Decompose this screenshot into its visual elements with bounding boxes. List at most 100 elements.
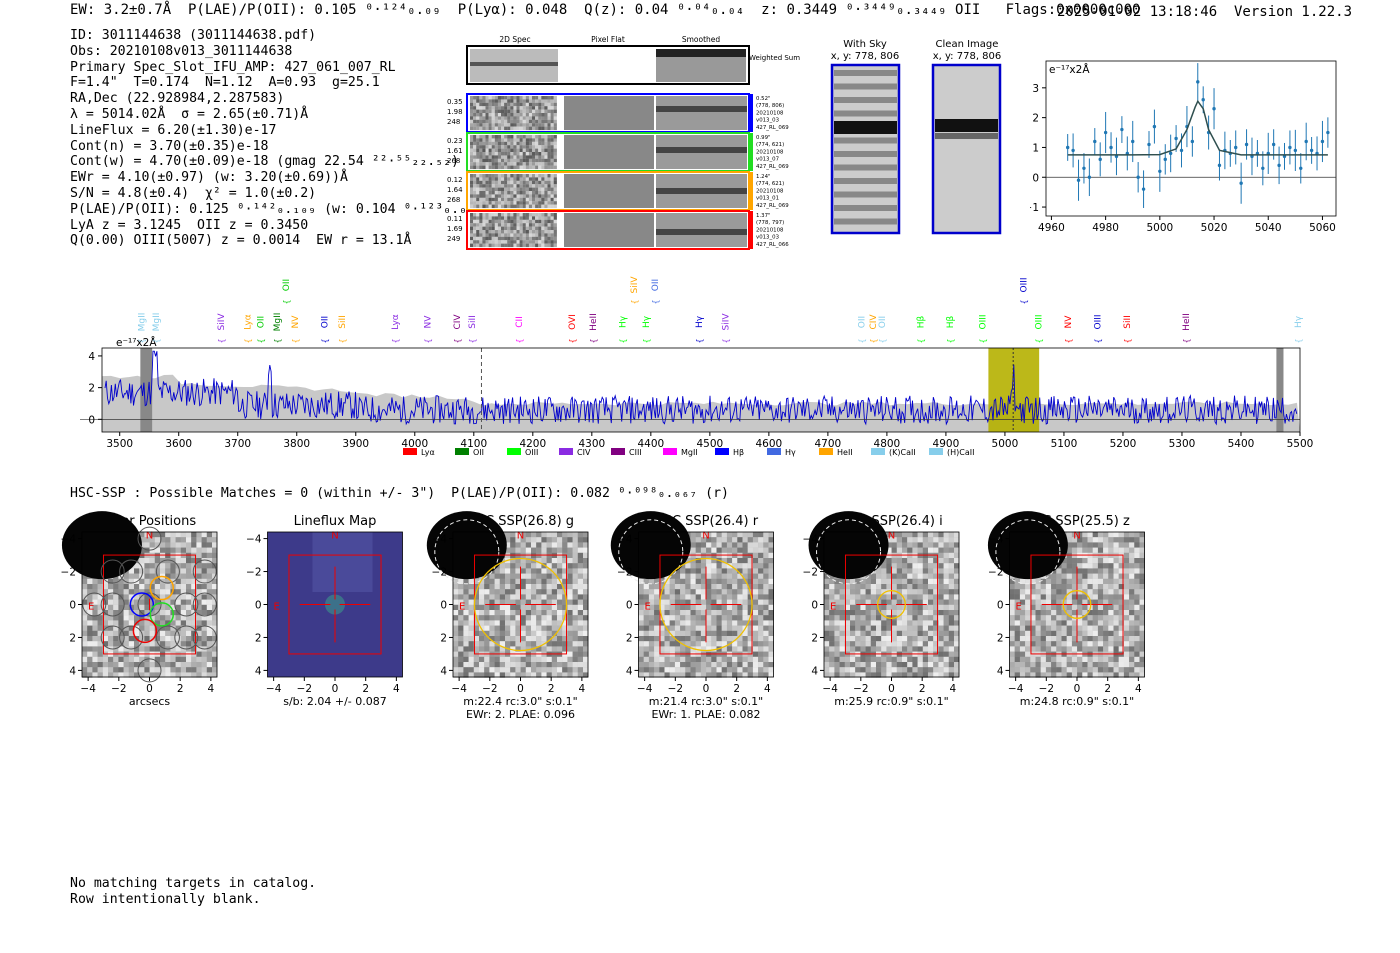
panel-pixel (510, 672, 516, 678)
panel-pixel (1061, 584, 1067, 590)
cutout-pixel (476, 162, 480, 166)
panel-pixel (494, 578, 500, 585)
panel-pixel (494, 604, 500, 611)
panel-pixel (196, 630, 202, 637)
cutout-pixel (507, 184, 511, 188)
cutout-pixel (547, 152, 551, 156)
cutout-pixel (485, 240, 489, 244)
panel-pixel (562, 662, 568, 668)
panel-xtick-label: 4 (579, 683, 586, 695)
panel-pixel (855, 620, 861, 626)
panel-pixel (1009, 615, 1015, 621)
panel-ytick-label: 2 (440, 632, 447, 644)
fiber-circle (137, 526, 162, 551)
panel-pixel (938, 662, 944, 668)
panel-pixel (113, 625, 119, 631)
panel-pixel (948, 584, 955, 590)
panel-pixel (1051, 625, 1057, 631)
panel-pixel (928, 568, 934, 574)
legend-label: (H)CaII (947, 448, 974, 457)
panel-pixel (695, 573, 701, 579)
cutout-pixel (553, 138, 557, 142)
panel-pixel (850, 656, 856, 663)
cutout-pixel (522, 102, 526, 107)
panel-pixel (928, 547, 934, 553)
panel-pixel (165, 584, 171, 590)
panel-pixel (768, 620, 774, 626)
cutout-pixel (544, 119, 548, 124)
panel-pixel (160, 615, 166, 621)
cutout-pixel (501, 240, 505, 244)
panel-pixel (108, 620, 114, 626)
panel-pixel (721, 558, 727, 564)
panel-pixel (1025, 625, 1031, 631)
panel-pixel (113, 667, 119, 673)
panel-pixel (938, 589, 944, 595)
sky-stripe (834, 151, 897, 157)
panel-pixel (463, 615, 469, 621)
panel-pixel (212, 552, 218, 559)
cutout-row-meta: 427_RL_069 (756, 164, 789, 170)
panel-pixel (525, 615, 532, 621)
panel-pixel (118, 646, 124, 652)
panel-pixel (716, 620, 722, 626)
cutout-pixel (513, 99, 517, 103)
panel-pixel (520, 599, 526, 605)
panel-pixel (170, 594, 176, 600)
cutout-pixel (532, 96, 536, 100)
cutout-pixel (504, 99, 508, 103)
panel-pixel (102, 636, 109, 642)
cutout-pixel (519, 226, 523, 231)
panel-pixel (175, 667, 181, 673)
panel-pixel (123, 667, 129, 673)
cutout-pixel (525, 191, 529, 195)
panel-pixel (515, 563, 521, 569)
panel-pixel (505, 620, 511, 626)
panel-pixel (664, 578, 670, 585)
cutout-pixel (547, 240, 551, 244)
cutout-pixel (522, 106, 526, 110)
panel-pixel (680, 599, 686, 605)
cutout-pixel (522, 191, 526, 195)
panel-pixel (196, 620, 202, 626)
cutout-pixel (525, 113, 529, 117)
panel-pixel (716, 563, 722, 569)
panel-pixel (943, 651, 949, 657)
panel-pixel (907, 599, 913, 605)
panel-pixel (721, 667, 727, 673)
panel-pixel (711, 537, 717, 543)
panel-pixel (484, 636, 490, 642)
panel-pixel (954, 589, 960, 595)
cutout-pixel (528, 226, 533, 231)
cutout-pixel (510, 141, 514, 146)
panel-pixel (870, 662, 877, 668)
cutout-pixel (516, 216, 520, 220)
panel-pixel (742, 630, 748, 637)
panel-pixel (510, 594, 516, 600)
panel-pixel (1014, 672, 1020, 678)
panel-pixel (165, 636, 171, 642)
panel-pixel (896, 662, 903, 668)
panel-pixel (92, 578, 98, 585)
panel-pixel (567, 615, 573, 621)
ifu-box (102, 554, 197, 655)
cutout-pixel (513, 240, 517, 244)
cutout-pixel (535, 165, 539, 170)
legend-label: Hβ (733, 448, 744, 457)
panel-pixel (943, 662, 949, 668)
cutout-pixel (538, 191, 542, 195)
panel-pixel (546, 610, 552, 616)
panel-pixel (706, 558, 712, 564)
panel-pixel (165, 625, 171, 631)
panel-pixel (128, 610, 135, 616)
panel-pixel (907, 662, 913, 668)
panel-pixel (102, 656, 109, 663)
panel-pixel (768, 636, 774, 642)
panel-pixel (123, 636, 129, 642)
panel-pixel (499, 662, 506, 668)
panel-pixel (165, 573, 171, 579)
panel-pixel (943, 578, 949, 585)
panel-pixel (943, 568, 949, 574)
panel-pixel (520, 558, 526, 564)
spectrum-xtick-label: 3500 (106, 438, 133, 450)
